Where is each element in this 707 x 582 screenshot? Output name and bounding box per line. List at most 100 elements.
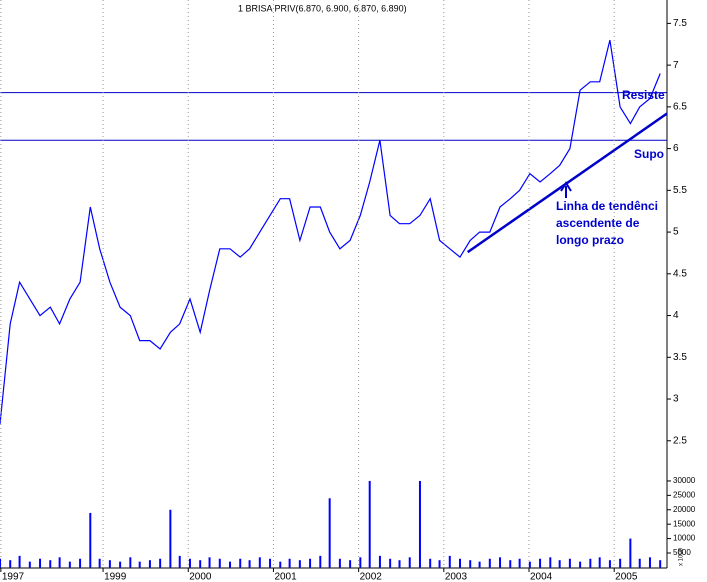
- volume-bar: [309, 558, 312, 568]
- volume-bar: [279, 561, 282, 568]
- y-tick-label: 3.5: [673, 352, 687, 363]
- y-tick-label: 5: [673, 227, 679, 238]
- y-tick-label: 5000: [673, 548, 691, 557]
- volume-bar: [39, 558, 42, 568]
- volume-bar: [499, 557, 502, 568]
- y-tick-label: 20000: [673, 505, 696, 514]
- y-tick-label: 3: [673, 394, 679, 405]
- annotation: Linha de tendênci: [556, 199, 658, 213]
- volume-bar: [288, 558, 291, 568]
- volume-bar: [638, 558, 641, 568]
- volume-bar: [218, 558, 221, 568]
- volume-bar: [368, 480, 371, 568]
- volume-bar: [418, 480, 421, 568]
- volume-bar: [359, 557, 362, 568]
- volume-bar: [378, 555, 381, 568]
- volume-bar: [518, 558, 521, 568]
- volume-bar: [188, 558, 191, 568]
- volume-bar: [598, 557, 601, 568]
- volume-bar: [98, 558, 101, 568]
- x-tick-label: 2001: [274, 572, 297, 582]
- y-tick-label: 4.5: [673, 268, 687, 279]
- volume-bar: [119, 561, 122, 568]
- y-tick-label: 15000: [673, 519, 696, 528]
- volume-bar: [429, 558, 432, 568]
- volume-bar: [579, 561, 582, 568]
- volume-bar: [478, 561, 481, 568]
- volume-bar: [49, 560, 52, 568]
- trend-line: [466, 112, 668, 254]
- volume-bar: [389, 558, 392, 568]
- volume-bar: [159, 558, 162, 568]
- volume-bar: [509, 560, 512, 568]
- volume-bar: [229, 561, 231, 568]
- annotation: ascendente de: [556, 216, 640, 230]
- y-tick-label: 5.5: [673, 185, 687, 196]
- y-tick-label: 6: [673, 143, 679, 154]
- y-tick-label: 2.5: [673, 435, 687, 446]
- volume-bar: [129, 557, 132, 568]
- volume-bar: [558, 560, 561, 568]
- volume-bar: [138, 561, 141, 568]
- y-tick-label: 30000: [673, 476, 696, 485]
- volume-bar: [539, 558, 542, 568]
- volume-bar: [469, 560, 472, 568]
- volume-bar: [619, 558, 622, 568]
- volume-bar: [298, 560, 301, 568]
- y-tick-label: 10000: [673, 534, 696, 543]
- volume-bar: [438, 560, 441, 568]
- volume-bar: [239, 558, 242, 568]
- volume-bar: [319, 555, 322, 568]
- x-tick-label: 1999: [104, 572, 127, 582]
- y-tick-label: 25000: [673, 490, 696, 499]
- volume-bar: [258, 557, 261, 568]
- y-tick-label: 7: [673, 60, 679, 71]
- x-tick-label: 2004: [530, 572, 553, 582]
- volume-bar: [448, 555, 451, 568]
- volume-bar: [459, 558, 461, 568]
- volume-bar: [269, 558, 272, 568]
- annotation: Supo: [634, 147, 664, 161]
- volume-bar: [0, 558, 1, 568]
- volume-bar: [89, 512, 92, 568]
- volume-bar: [349, 560, 352, 568]
- volume-bar: [659, 560, 662, 568]
- annotation: longo prazo: [556, 233, 624, 247]
- volume-bar: [568, 558, 571, 568]
- volume-bar: [199, 560, 202, 568]
- volume-bar: [208, 557, 211, 568]
- x-tick-label: 2003: [445, 572, 468, 582]
- volume-bar: [408, 557, 411, 568]
- x-tick-label: 2002: [360, 572, 383, 582]
- arrow: [560, 181, 572, 198]
- volume-bar: [549, 557, 552, 568]
- price-line: [0, 39, 661, 425]
- volume-bar: [58, 557, 61, 568]
- annotation: Resiste: [622, 88, 665, 102]
- volume-bar: [248, 560, 251, 568]
- volume-bar: [9, 560, 12, 568]
- volume-bar: [18, 555, 21, 568]
- volume-bar: [79, 558, 82, 568]
- unit-label: x 1000: [679, 547, 685, 566]
- volume-bar: [178, 555, 181, 568]
- volume-bar: [488, 558, 491, 568]
- volume-bar: [648, 557, 651, 568]
- volume-bar: [608, 560, 611, 568]
- volume-bar: [328, 498, 331, 568]
- volume-bar: [148, 560, 151, 568]
- x-tick-label: 2005: [615, 572, 638, 582]
- y-tick-label: 4: [673, 310, 679, 321]
- volume-bar: [108, 560, 111, 568]
- volume-bar: [629, 538, 632, 568]
- volume-bar: [398, 560, 401, 568]
- volume-bar: [589, 558, 592, 568]
- y-tick-label: 6.5: [673, 101, 687, 112]
- volume-bar: [28, 561, 31, 568]
- volume-bar: [68, 561, 71, 568]
- x-tick-label: 1997: [2, 572, 25, 582]
- volume-bar: [169, 509, 172, 568]
- volume-bar: [528, 561, 531, 568]
- y-tick-label: 7.5: [673, 18, 687, 29]
